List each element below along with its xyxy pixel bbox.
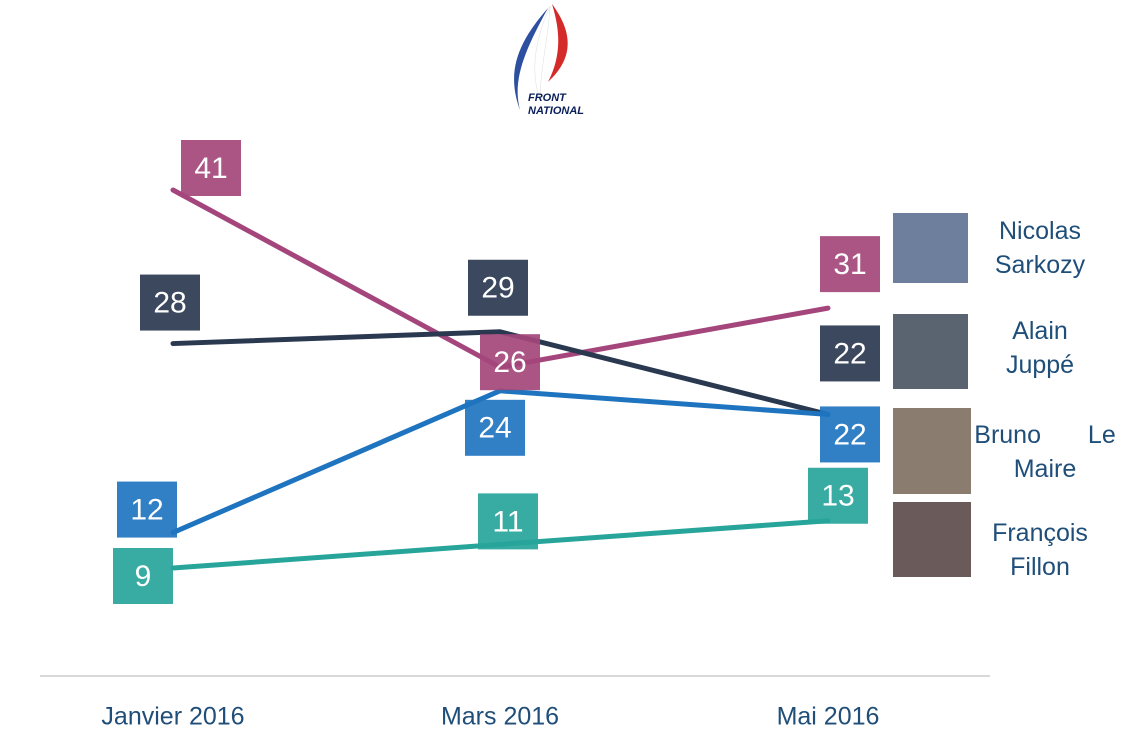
photo bbox=[893, 314, 968, 389]
logo-flame-white bbox=[535, 6, 550, 100]
data-label: 28 bbox=[153, 286, 186, 319]
data-label: 24 bbox=[478, 412, 511, 445]
data-label: 31 bbox=[833, 248, 866, 281]
x-tick-label: Mars 2016 bbox=[441, 703, 559, 731]
photos bbox=[893, 213, 971, 577]
data-label: 12 bbox=[130, 493, 163, 526]
data-label: 9 bbox=[135, 560, 152, 593]
photo bbox=[893, 213, 968, 283]
page: FRONT NATIONAL Janvier 2016 Mars 2016 Mai … bbox=[0, 0, 1124, 734]
data-label: 11 bbox=[492, 505, 523, 538]
logo: FRONT NATIONAL bbox=[514, 4, 584, 117]
data-label: 22 bbox=[833, 337, 866, 370]
legend-entry: François Fillon bbox=[975, 516, 1105, 584]
data-label: 29 bbox=[481, 272, 514, 305]
photo bbox=[893, 408, 971, 494]
logo-flame-red bbox=[548, 4, 568, 82]
legend-entry: Bruno Le Maire bbox=[970, 418, 1120, 486]
chart: FRONT NATIONAL Janvier 2016 Mars 2016 Mai … bbox=[0, 0, 1124, 734]
x-tick-label: Janvier 2016 bbox=[101, 703, 244, 731]
logo-text: FRONT bbox=[528, 92, 567, 104]
logo-text: NATIONAL bbox=[528, 105, 584, 117]
data-label: 22 bbox=[833, 418, 866, 451]
data-label: 41 bbox=[194, 152, 227, 185]
photo bbox=[893, 502, 971, 577]
legend-entry: Alain Juppé bbox=[975, 314, 1105, 382]
data-label: 13 bbox=[821, 480, 854, 513]
data-label: 26 bbox=[493, 346, 526, 379]
legend-entry: Nicolas Sarkozy bbox=[975, 214, 1105, 282]
x-tick-label: Mai 2016 bbox=[777, 703, 880, 731]
